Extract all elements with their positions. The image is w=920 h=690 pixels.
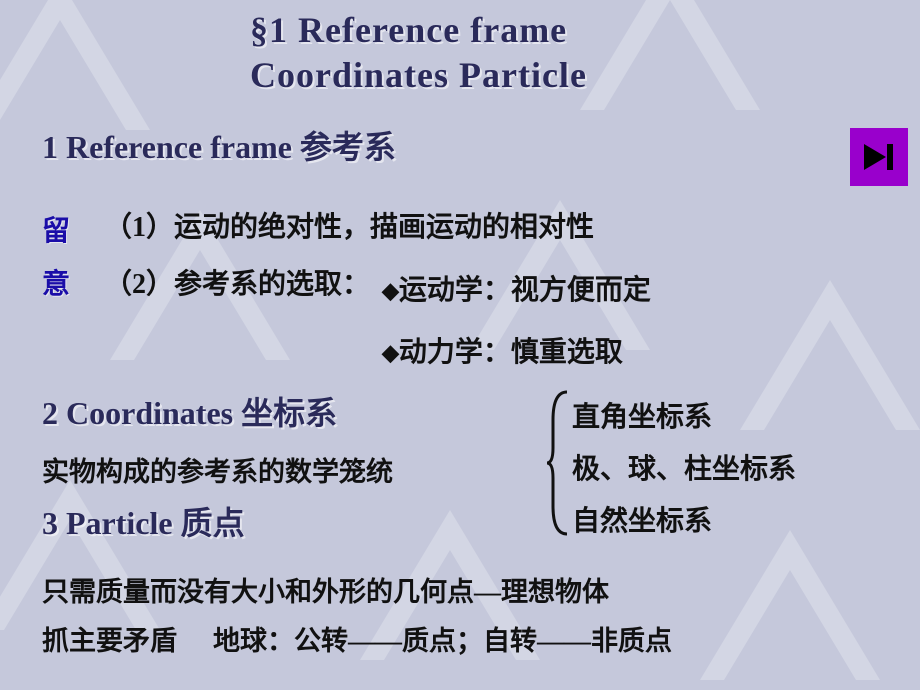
section-1-point-2: （2）参考系的选取： — [104, 262, 370, 302]
coord-rect: 直角坐标系 — [572, 392, 796, 444]
coordinate-systems-list: 直角坐标系 极、球、柱坐标系 自然坐标系 — [572, 392, 796, 547]
diamond-icon: ◆ — [382, 340, 399, 365]
diamond-icon: ◆ — [382, 278, 399, 303]
kinematics-bullet: ◆运动学：视方便而定 — [382, 268, 651, 308]
title-line-1: §1 Reference frame — [250, 8, 920, 53]
next-icon — [860, 138, 898, 176]
dynamics-bullet: ◆动力学：慎重选取 — [382, 330, 623, 370]
section-1-point-1: （1）运动的绝对性，描画运动的相对性 — [104, 205, 594, 245]
next-button[interactable] — [850, 128, 908, 186]
brace-icon — [547, 390, 569, 536]
slide-title: §1 Reference frame Coordinates Particle — [0, 0, 920, 98]
note-label-char-1: 留 — [42, 205, 70, 258]
dynamics-text: 动力学：慎重选取 — [399, 337, 623, 368]
coord-polar: 极、球、柱坐标系 — [572, 444, 796, 496]
coord-natural: 自然坐标系 — [572, 496, 796, 548]
section-3-definition: 只需质量而没有大小和外形的几何点—理想物体 — [42, 570, 609, 609]
title-line-2: Coordinates Particle — [250, 53, 920, 98]
section-1-heading: 1 Reference frame 参考系 — [0, 122, 920, 168]
section-2-abstract: 实物构成的参考系的数学笼统 — [42, 450, 393, 489]
example-label: 抓主要矛盾 — [42, 620, 177, 663]
section-2-heading: 2 Coordinates 坐标系 — [42, 388, 337, 434]
section-3-heading: 3 Particle 质点 — [42, 502, 382, 545]
kinematics-text: 运动学：视方便而定 — [399, 275, 651, 306]
section-3-example: 抓主要矛盾 地球：公转——质点；自转——非质点 — [42, 620, 902, 663]
example-text: 地球：公转——质点；自转——非质点 — [213, 626, 672, 656]
note-label-char-2: 意 — [42, 258, 70, 311]
note-label: 留 意 — [42, 205, 70, 311]
